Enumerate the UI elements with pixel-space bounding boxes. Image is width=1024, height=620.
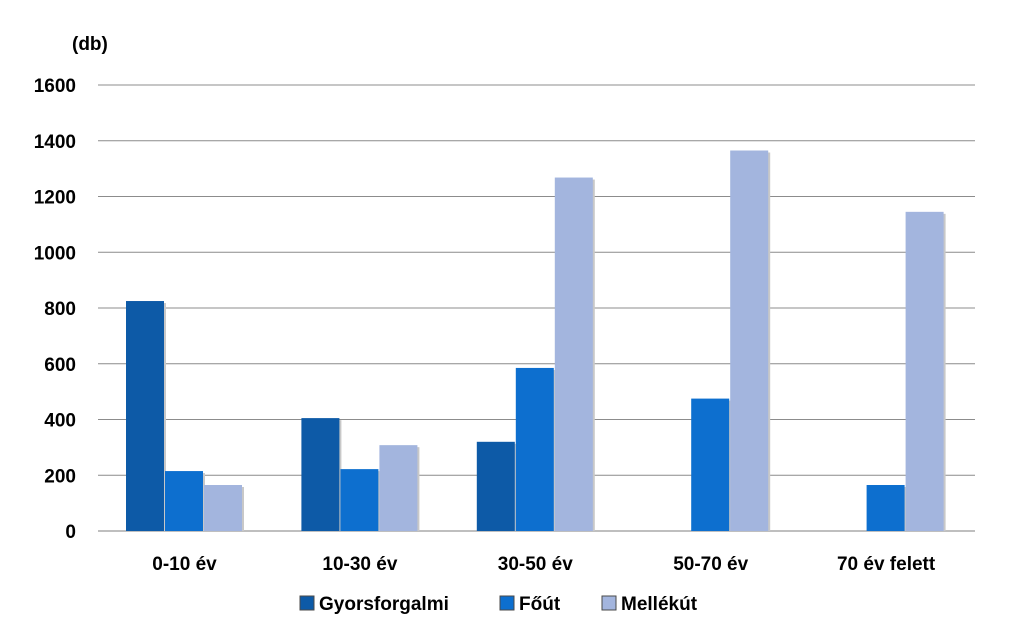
- legend-swatch-főút: [499, 595, 515, 611]
- bar-főút-1: [340, 469, 379, 531]
- x-tick-label: 0-10 év: [152, 554, 217, 575]
- x-tick-label: 30-50 év: [498, 554, 573, 575]
- y-tick-label: 200: [44, 466, 76, 487]
- bar-gyorsforgalmi-2: [476, 441, 515, 531]
- x-axis-ticks: 0-10 év 10-30 év 30-50 év 50-70 év 70 év fel…: [152, 554, 936, 575]
- y-tick-label: 800: [44, 299, 76, 320]
- y-tick-label: 400: [44, 411, 76, 432]
- x-tick-label: 10-30 év: [322, 554, 397, 575]
- y-tick-label: 1600: [34, 76, 76, 97]
- bar-főút-4: [866, 485, 905, 531]
- bar-mellékút-4: [905, 211, 944, 532]
- y-tick-label: 1000: [34, 243, 76, 264]
- bar-főút-2: [515, 367, 554, 531]
- bar-mellékút-0: [204, 485, 242, 531]
- legend-label-gyorsforgalmi: Gyorsforgalmi: [319, 594, 449, 615]
- legend-swatch-gyorsforgalmi: [299, 595, 315, 611]
- y-axis-ticks: 0 200 400 600 800 1000 1200 1400 1600: [34, 76, 76, 543]
- legend: Gyorsforgalmi Főút Mellékút: [299, 594, 698, 615]
- bar-mellékút-3: [730, 150, 769, 531]
- legend-swatch-mellékút: [601, 595, 617, 611]
- bar-mellékút-2: [554, 177, 593, 532]
- y-tick-label: 1200: [34, 188, 76, 209]
- bars: [126, 150, 946, 532]
- x-tick-label: 70 év felett: [837, 554, 936, 575]
- legend-label-mellékút: Mellékút: [621, 594, 698, 615]
- bar-mellékút-1: [379, 445, 418, 531]
- unit-label: (db): [72, 34, 108, 55]
- bar-gyorsforgalmi-1: [301, 418, 340, 531]
- bar-főút-0: [165, 471, 203, 531]
- bar-gyorsforgalmi-0: [126, 301, 164, 531]
- y-tick-label: 600: [44, 355, 76, 376]
- y-tick-label: 1400: [34, 132, 76, 153]
- gridlines: [98, 84, 975, 532]
- x-tick-label: 50-70 év: [673, 554, 748, 575]
- legend-label-főút: Főút: [519, 594, 561, 615]
- y-tick-label: 0: [65, 522, 76, 543]
- bar-főút-3: [691, 398, 730, 531]
